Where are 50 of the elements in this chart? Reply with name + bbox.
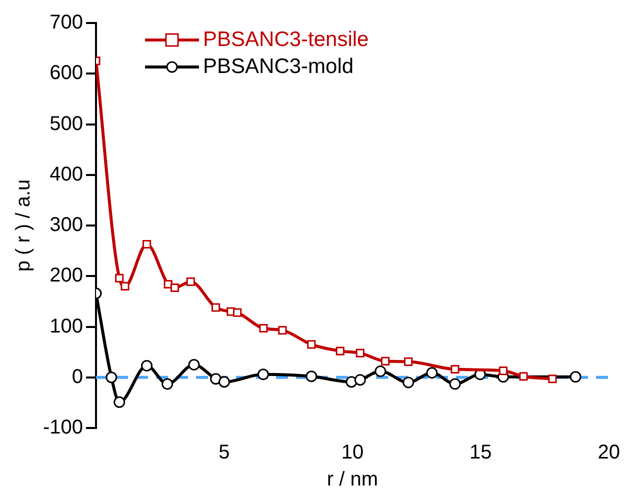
point	[306, 370, 318, 382]
x-tick-label: 5	[218, 442, 230, 464]
point	[519, 372, 528, 381]
point	[402, 376, 414, 388]
point	[259, 324, 268, 333]
point	[426, 367, 438, 379]
point	[354, 374, 366, 386]
point	[380, 356, 390, 366]
y-tick-label: 600	[50, 62, 84, 84]
point	[307, 340, 316, 349]
point	[570, 371, 582, 383]
point	[336, 346, 344, 356]
point	[257, 368, 269, 380]
point	[106, 372, 118, 384]
point	[142, 240, 152, 249]
point	[162, 378, 174, 390]
point	[404, 357, 413, 366]
point	[211, 303, 220, 312]
legend-label: PBSANC3-tensile	[203, 28, 369, 52]
point	[356, 348, 364, 358]
point	[115, 274, 124, 282]
y-tick-label: 0	[72, 366, 84, 388]
y-tick-label: 100	[50, 315, 84, 338]
y-tick-label: 400	[50, 163, 84, 186]
point	[170, 283, 180, 292]
point	[141, 360, 153, 372]
point	[233, 308, 242, 317]
point	[346, 376, 358, 388]
point	[548, 374, 557, 384]
y-tick-label: 300	[50, 214, 84, 236]
x-axis-title: r / nm	[326, 468, 378, 491]
point	[449, 378, 461, 390]
point	[186, 277, 195, 286]
x-tick-label: 15	[470, 442, 492, 464]
point	[498, 366, 508, 376]
y-axis-title: p ( r ) / a.u	[12, 179, 35, 272]
point	[120, 282, 130, 291]
legend-label: PBSANC3-mold	[203, 54, 354, 78]
y-tick-label: 700	[50, 12, 84, 34]
y-tick-label: -100	[43, 416, 84, 439]
point	[450, 364, 460, 374]
point	[114, 396, 126, 408]
point	[218, 376, 230, 388]
point	[278, 326, 287, 335]
point	[374, 366, 386, 378]
y-tick-label: 200	[50, 264, 84, 287]
y-tick-label: 500	[50, 112, 84, 135]
x-tick-label: 10	[341, 442, 364, 464]
point	[188, 358, 200, 370]
x-tick-label: 20	[598, 442, 620, 464]
